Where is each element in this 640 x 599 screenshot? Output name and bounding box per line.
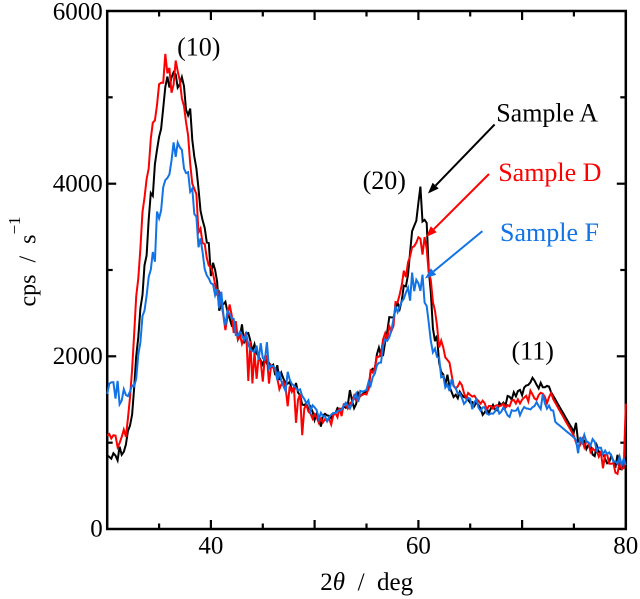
svg-text:2000: 2000 [53, 343, 103, 370]
svg-text:4000: 4000 [53, 171, 103, 198]
svg-text:60: 60 [406, 533, 431, 560]
svg-text:Sample F: Sample F [500, 218, 599, 247]
svg-text:(10): (10) [177, 32, 220, 61]
svg-text:Sample A: Sample A [496, 98, 598, 127]
svg-text:Sample D: Sample D [498, 158, 601, 187]
svg-text:2θ / deg: 2θ / deg [320, 569, 413, 596]
svg-text:(20): (20) [363, 166, 406, 195]
svg-text:(11): (11) [512, 337, 554, 366]
svg-text:40: 40 [198, 533, 223, 560]
svg-text:6000: 6000 [53, 0, 103, 25]
svg-text:0: 0 [90, 516, 103, 543]
svg-text:80: 80 [613, 533, 638, 560]
